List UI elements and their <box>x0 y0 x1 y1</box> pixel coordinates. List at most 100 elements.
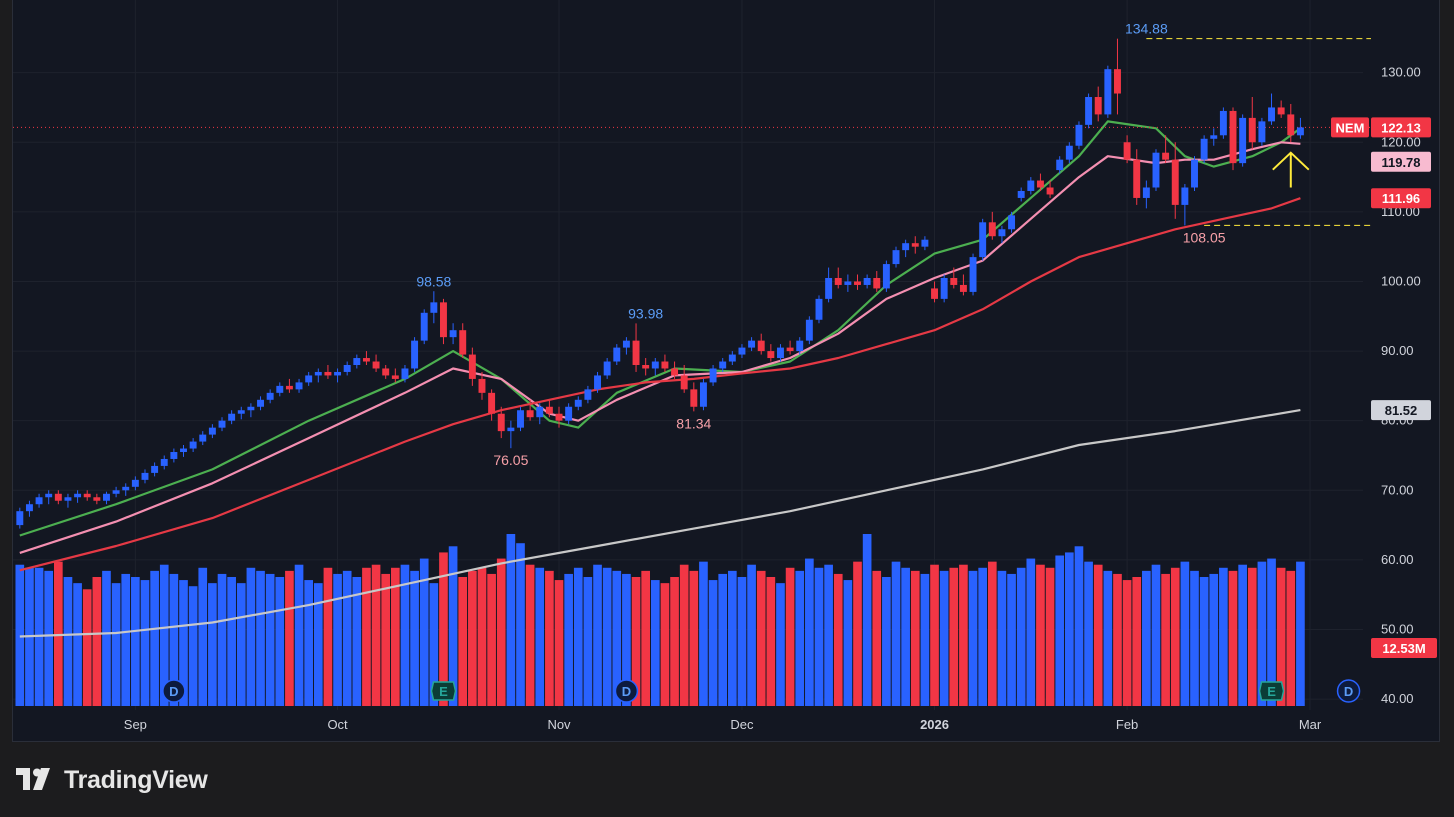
candle-body <box>391 375 399 379</box>
candle-body <box>863 277 871 285</box>
brand-name: TradingView <box>64 765 208 794</box>
low-price-annotation: 108.05 <box>1183 229 1226 245</box>
tradingview-logo-icon <box>16 768 50 790</box>
candle-body <box>189 441 197 449</box>
volume-bar <box>1064 552 1074 706</box>
candle-body <box>1085 97 1093 125</box>
tradingview-brand[interactable]: TradingView <box>16 764 208 796</box>
earnings-marker <box>1258 681 1285 701</box>
candle-body <box>603 361 611 376</box>
volume-bar <box>169 573 179 706</box>
high-price-annotation: 93.98 <box>628 305 663 321</box>
candle-body <box>1133 159 1141 198</box>
volume-bar <box>1084 561 1093 706</box>
y-tick-label: 100.00 <box>1381 273 1421 288</box>
price-label-text: 81.52 <box>1385 403 1418 418</box>
candle-body <box>1219 110 1227 136</box>
volume-bar <box>1209 573 1219 706</box>
x-tick-label: 2026 <box>920 717 949 732</box>
candle-body <box>488 392 496 414</box>
candle-body <box>170 452 178 459</box>
volume-bar <box>419 558 429 706</box>
earnings-marker <box>430 681 457 701</box>
candle-body <box>1268 107 1275 122</box>
candle-body <box>372 361 380 369</box>
volume-bar <box>891 561 901 706</box>
volume-bar <box>256 570 265 706</box>
candle-body <box>103 493 110 501</box>
volume-bar <box>843 580 853 706</box>
earnings-marker-label: E <box>1267 684 1276 699</box>
volume-bar <box>660 583 670 706</box>
volume-bar <box>1276 567 1286 706</box>
candle-body <box>844 281 852 285</box>
y-tick-label: 130.00 <box>1381 65 1421 80</box>
candle-body <box>1200 138 1208 160</box>
volume-bar <box>198 567 208 706</box>
y-tick-label: 120.00 <box>1381 134 1421 149</box>
volume-bar <box>44 570 54 706</box>
candle-body <box>613 347 621 362</box>
candle-body <box>1248 117 1256 143</box>
candle-body <box>748 340 756 348</box>
candle-body <box>834 277 842 285</box>
volume-bar <box>833 573 843 706</box>
volume-bar <box>1180 561 1190 706</box>
candle-body <box>555 413 563 421</box>
candle-body <box>536 406 544 418</box>
candle-body <box>911 243 919 247</box>
volume-bar <box>1093 564 1103 706</box>
volume-bar <box>140 580 150 706</box>
dividend-marker <box>614 679 639 703</box>
volume-bar <box>208 583 217 706</box>
candle-body <box>1287 114 1295 136</box>
volume-bar <box>920 573 930 706</box>
candle-body <box>362 358 370 362</box>
dividend-marker <box>162 679 186 703</box>
candle-body <box>1027 180 1035 191</box>
candle-body <box>1056 159 1064 171</box>
high-price-annotation: 134.88 <box>1125 21 1168 37</box>
candle-body <box>93 497 101 501</box>
volume-bar <box>1161 573 1170 706</box>
volume-bar <box>15 564 25 706</box>
volume-bar <box>275 577 285 706</box>
candle-body <box>208 427 216 435</box>
volume-bar <box>131 577 140 706</box>
volume-bar <box>121 573 131 706</box>
low-price-annotation: 76.05 <box>493 452 528 468</box>
volume-bar <box>641 570 651 706</box>
ma-long-line <box>19 409 1301 638</box>
candle-body <box>285 385 293 390</box>
volume-bar <box>227 577 236 706</box>
candle-body <box>1114 69 1121 94</box>
candle-body <box>468 354 476 379</box>
candle-body <box>449 330 457 338</box>
volume-bar <box>573 567 583 706</box>
volume-bar <box>179 580 188 706</box>
volume-bar <box>1267 558 1276 706</box>
candle-body <box>709 368 717 383</box>
volume-bar <box>265 573 275 706</box>
candle-body <box>420 312 428 341</box>
candle-body <box>478 378 486 393</box>
price-chart[interactable]: 130.00120.00110.00100.0090.0080.0070.006… <box>13 0 1439 741</box>
candle-body <box>622 340 630 348</box>
candle-body <box>728 354 736 362</box>
candle-body <box>295 382 303 390</box>
volume-bar <box>1113 573 1122 706</box>
volume-bar <box>737 577 747 706</box>
chart-panel[interactable]: 130.00 120.00 110.00 100.00 90.00 80.00 70.00 6… <box>12 0 1440 742</box>
price-label-text: NEM <box>1336 120 1365 135</box>
candle-body <box>594 375 601 390</box>
dividend-marker-label: D <box>622 684 631 699</box>
candle-body <box>825 277 833 299</box>
high-price-annotation: 98.58 <box>416 273 451 289</box>
candle-body <box>45 493 53 498</box>
candle-body <box>314 371 322 376</box>
volume-bar <box>1036 564 1045 706</box>
volume-bar <box>901 567 910 706</box>
candle-body <box>507 427 515 432</box>
volume-bar <box>236 583 246 706</box>
volume-bar <box>776 583 785 706</box>
